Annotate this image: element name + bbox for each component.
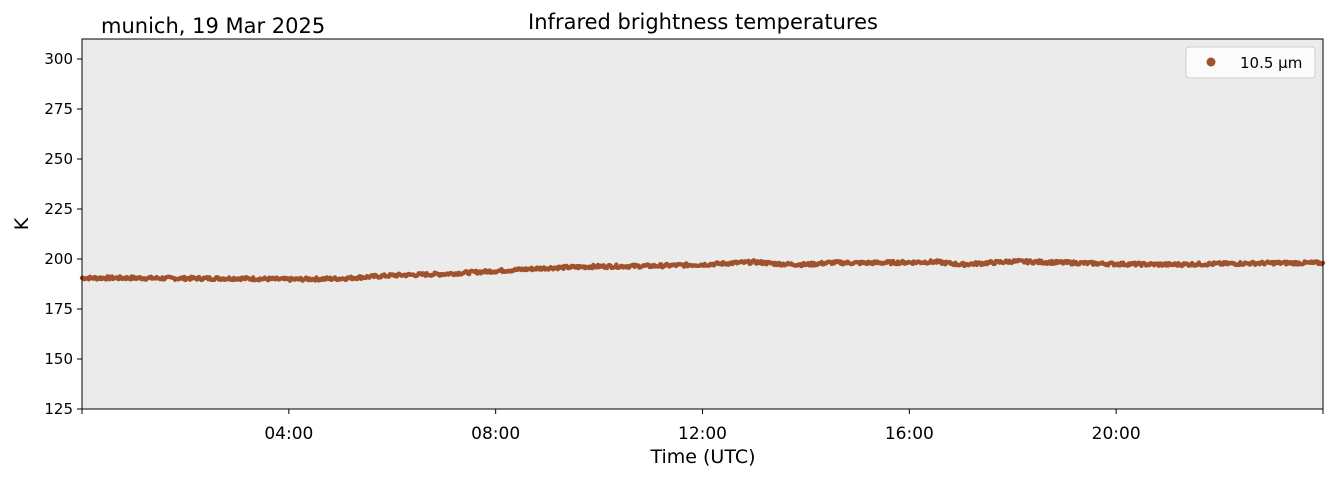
data-series-points [79,257,1326,283]
x-tick-label: 12:00 [678,424,727,444]
legend: 10.5 µm [1185,46,1316,79]
y-tick-label: 150 [44,350,73,368]
chart-title: Infrared brightness temperatures [528,10,878,34]
x-axis-label: Time (UTC) [649,446,755,468]
chart-subtitle: munich, 19 Mar 2025 [101,14,325,38]
y-tick-label: 250 [44,150,73,168]
x-tick-label: 20:00 [1092,424,1141,444]
y-tick-label: 300 [44,50,73,68]
y-tick-label: 175 [44,300,73,318]
y-axis: 125 150 175 200 225 250 275 300 [44,50,82,418]
y-tick-label: 225 [44,200,73,218]
plot-area [82,39,1323,409]
x-tick-label: 16:00 [885,424,934,444]
y-axis-label: K [11,217,33,230]
x-axis: 04:00 08:00 12:00 16:00 20:00 [81,409,1324,444]
y-tick-label: 125 [44,400,73,418]
legend-marker [1206,57,1216,67]
legend-label: 10.5 µm [1240,54,1302,72]
x-tick-label: 04:00 [264,424,313,444]
x-tick-label: 08:00 [471,424,520,444]
legend-box [1185,46,1316,79]
y-tick-label: 275 [44,100,73,118]
y-tick-label: 200 [44,250,73,268]
